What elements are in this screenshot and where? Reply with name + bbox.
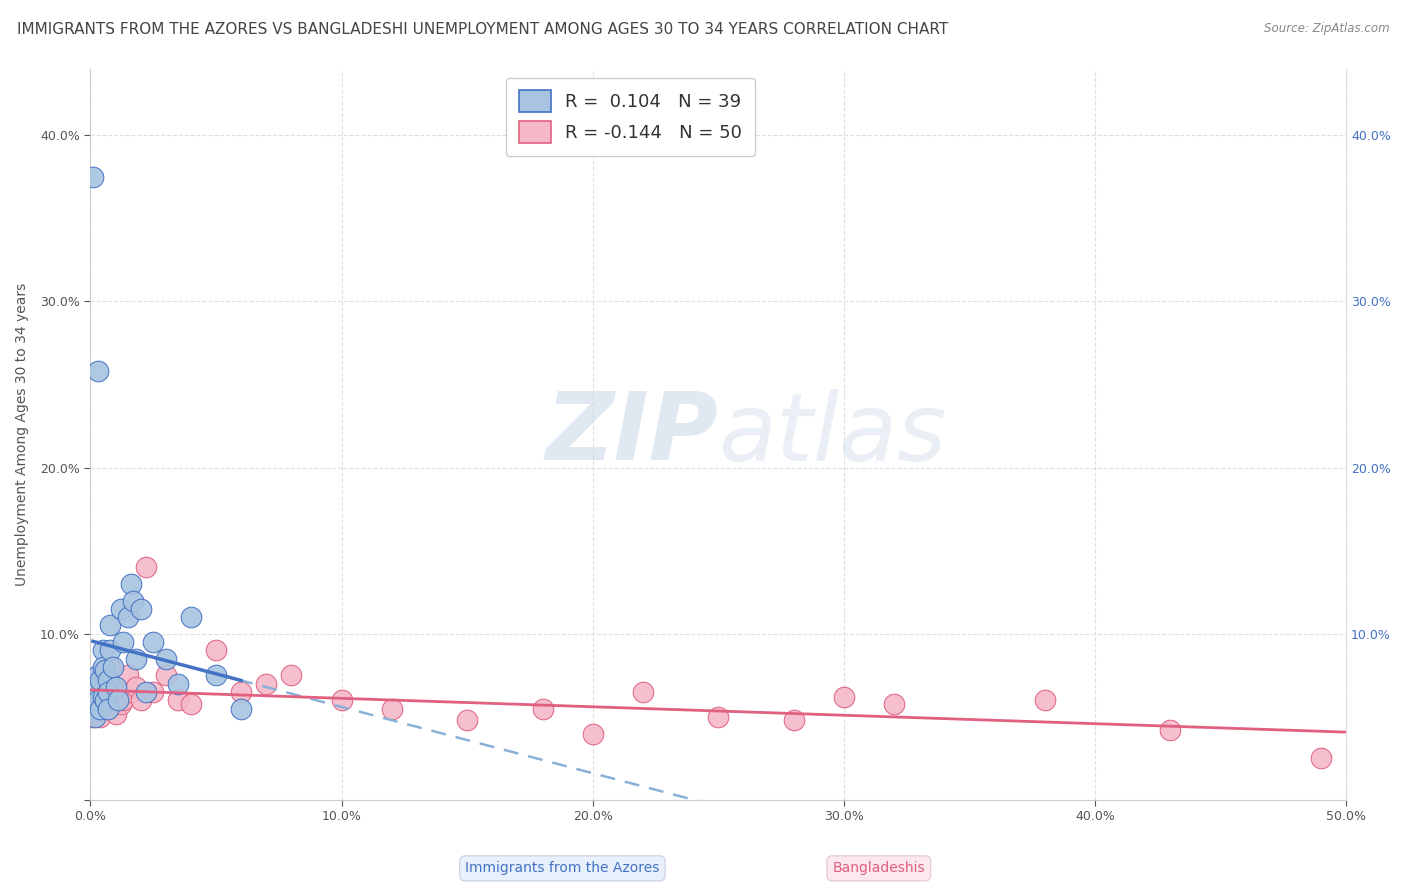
Point [82,685,104,699]
Point [87,693,110,707]
Point [94,664,117,678]
Point [254,676,277,690]
Point [97,701,120,715]
Point [110,602,132,616]
Point [104,680,127,694]
Point [167,676,190,690]
Point [112,693,135,707]
Point [84,693,107,707]
Point [107,685,129,699]
Point [97,673,120,688]
Point [101,697,124,711]
Point [91,643,114,657]
Point [89,673,111,688]
Point [112,635,135,649]
Point [531,701,554,715]
Text: atlas: atlas [718,389,946,480]
Point [631,685,654,699]
Point [582,726,605,740]
Point [456,713,478,727]
Point [87,676,110,690]
Point [135,560,157,574]
Point [229,701,252,715]
Text: Source: ZipAtlas.com: Source: ZipAtlas.com [1264,22,1389,36]
Point [117,668,139,682]
Point [205,668,228,682]
Text: Bangladeshis: Bangladeshis [832,862,925,875]
Point [142,635,165,649]
Point [100,618,122,632]
Point [82,693,104,707]
Point [104,706,127,721]
Point [122,593,145,607]
Point [120,685,142,699]
Point [94,685,117,699]
Point [142,685,165,699]
Text: IMMIGRANTS FROM THE AZORES VS BANGLADESHI UNEMPLOYMENT AMONG AGES 30 TO 34 YEARS: IMMIGRANTS FROM THE AZORES VS BANGLADESH… [17,22,948,37]
Point [229,685,252,699]
Point [97,693,120,707]
Point [89,680,111,694]
Point [84,701,107,715]
Point [883,697,905,711]
Point [89,701,111,715]
Point [94,693,117,707]
Point [120,577,142,591]
Point [87,680,110,694]
Legend: R =  0.104   N = 39, R = -0.144   N = 50: R = 0.104 N = 39, R = -0.144 N = 50 [506,78,755,156]
Point [82,169,104,184]
Point [91,660,114,674]
Point [124,680,146,694]
Point [180,697,202,711]
Point [104,693,127,707]
Point [91,668,114,682]
Point [107,693,129,707]
Point [124,652,146,666]
Point [84,697,107,711]
Point [782,713,804,727]
Point [1033,693,1056,707]
Point [100,643,122,657]
Point [87,693,110,707]
Text: ZIP: ZIP [546,388,718,480]
Point [1159,723,1181,738]
Point [135,685,157,699]
Point [91,690,114,704]
Point [100,660,122,674]
Point [117,610,139,624]
Point [82,697,104,711]
Point [381,701,404,715]
Point [330,693,353,707]
Point [87,668,110,682]
Point [97,676,120,690]
Point [1310,751,1333,765]
Point [82,710,104,724]
Point [110,697,132,711]
Text: Immigrants from the Azores: Immigrants from the Azores [465,862,659,875]
Point [100,685,122,699]
Point [94,701,117,715]
Point [155,668,177,682]
Point [101,660,124,674]
Point [205,643,228,657]
Point [707,710,730,724]
Point [280,668,302,682]
Point [84,710,107,724]
Point [82,701,104,715]
Point [91,693,114,707]
Y-axis label: Unemployment Among Ages 30 to 34 years: Unemployment Among Ages 30 to 34 years [15,283,30,586]
Point [129,602,152,616]
Point [129,693,152,707]
Point [167,693,190,707]
Point [832,690,855,704]
Point [180,610,202,624]
Point [84,685,107,699]
Point [155,652,177,666]
Point [89,710,111,724]
Point [87,364,110,378]
Point [87,701,110,715]
Point [97,685,120,699]
